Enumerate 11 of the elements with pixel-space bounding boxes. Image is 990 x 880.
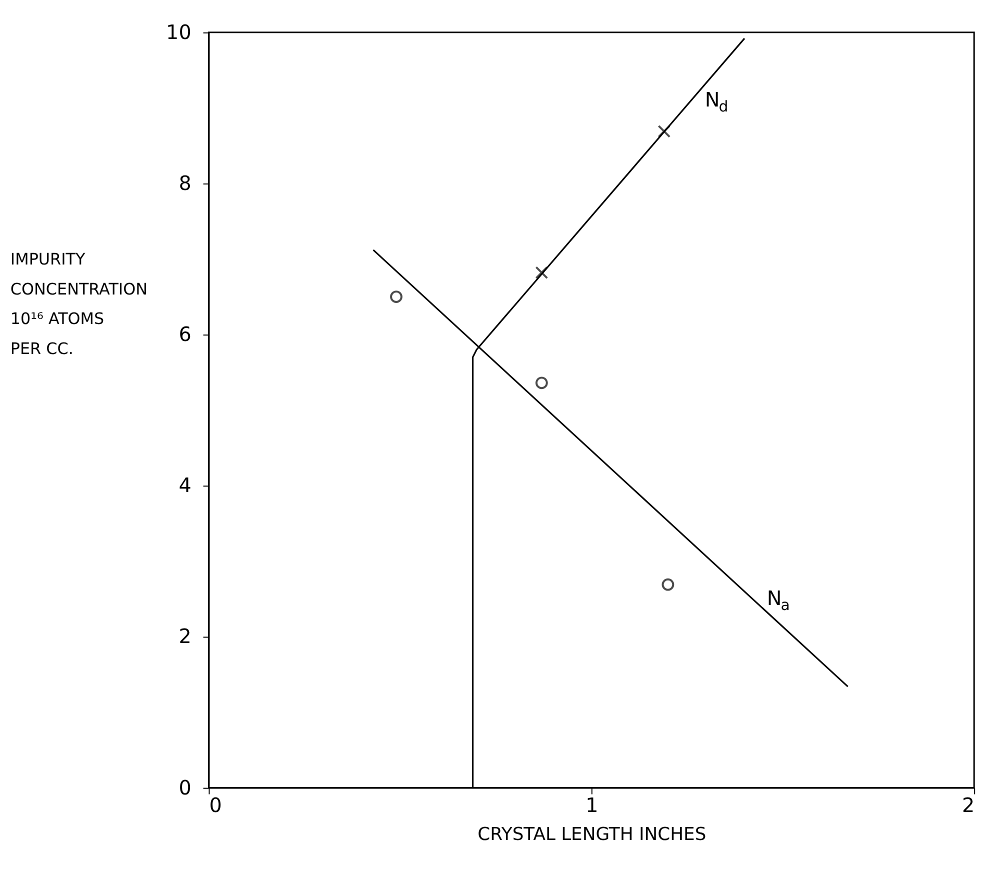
y-tick-label: 0: [178, 776, 192, 800]
x-axis-title: CRYSTAL LENGTH INCHES: [478, 824, 706, 845]
y-tick-label: 10: [166, 20, 192, 44]
x-tick-label: 2: [962, 794, 975, 818]
x-tick-label: 0: [209, 794, 222, 818]
y-axis-title: IMPURITY CONCENTRATION 10¹⁶ ATOMS PER CC.: [10, 249, 148, 358]
y-tick-label: 8: [178, 172, 192, 195]
x-tick-label: 1: [586, 794, 598, 818]
y-tick-label: 4: [178, 474, 192, 498]
y-tick-label: 2: [178, 625, 192, 648]
y-tick-label: 6: [178, 323, 192, 346]
